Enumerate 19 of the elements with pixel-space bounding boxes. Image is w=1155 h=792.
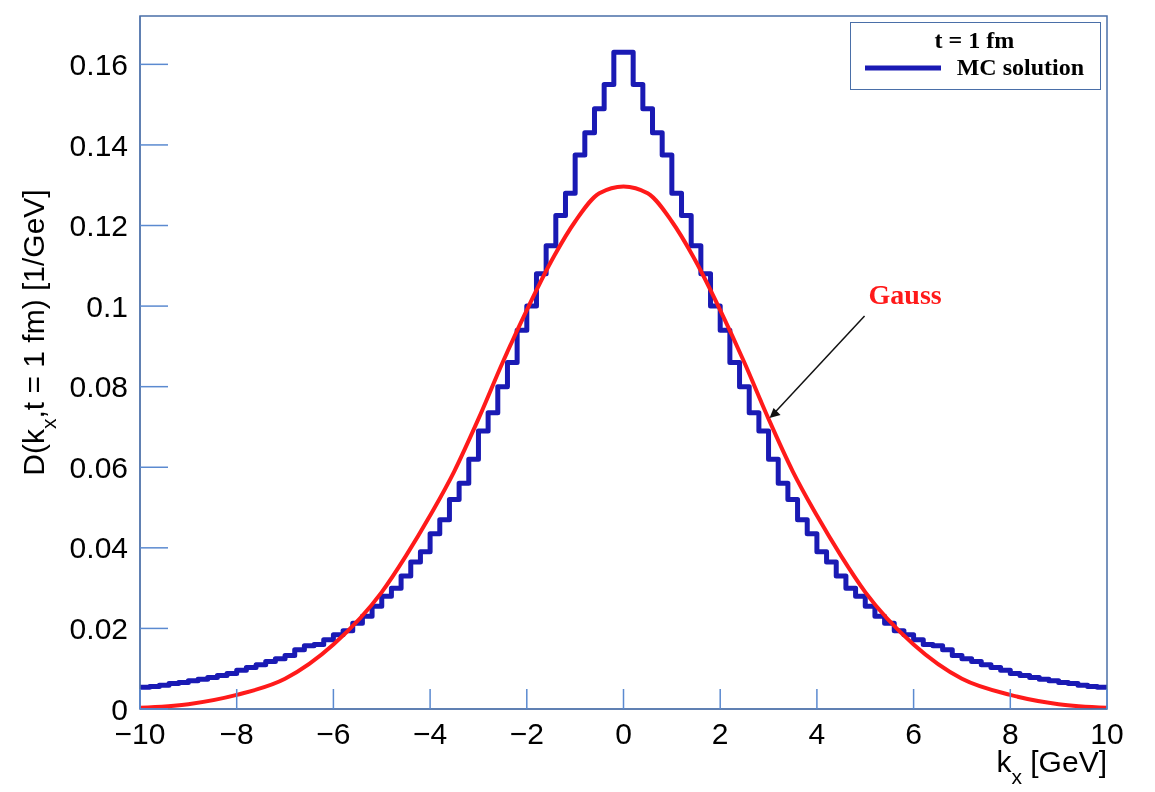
y-tick-label: 0.04 [69, 531, 128, 565]
legend-label: MC solution [956, 54, 1084, 81]
x-tick-label: −2 [509, 717, 544, 751]
x-tick-label: −8 [219, 717, 254, 751]
x-tick-label: −4 [412, 717, 448, 751]
y-tick-label: 0.02 [69, 612, 128, 646]
y-tick-label: 0.12 [69, 209, 128, 243]
x-tick-label: −6 [316, 717, 351, 751]
x-tick-label: 6 [905, 717, 922, 751]
legend-title: t = 1 fm [933, 27, 1016, 54]
y-tick-label: 0.08 [69, 370, 128, 404]
y-tick-label: 0.16 [69, 48, 128, 81]
y-tick-label: 0.14 [69, 128, 128, 162]
annotation: Gauss [868, 278, 942, 310]
x-tick-label: 4 [808, 717, 826, 751]
y-tick-label: 0.06 [69, 450, 128, 484]
x-tick-label: 2 [711, 717, 729, 751]
x-tick-label: 0 [615, 717, 632, 751]
y-tick-label: 0.1 [86, 289, 128, 323]
